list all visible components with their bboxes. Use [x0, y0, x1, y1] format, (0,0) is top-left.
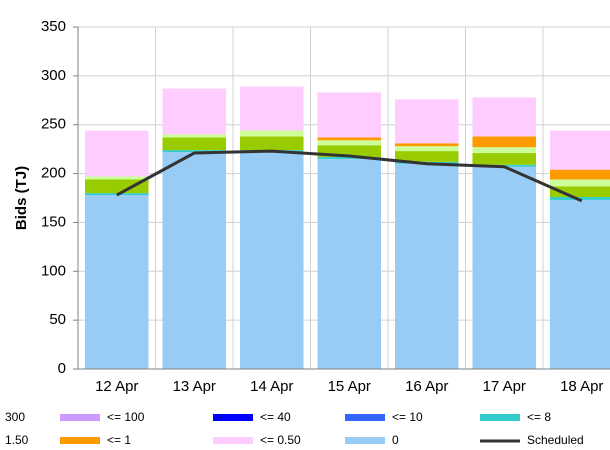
bar-segment — [472, 166, 537, 369]
bar-segment — [162, 152, 227, 369]
legend-label: Scheduled — [527, 433, 584, 447]
bar-segment — [394, 146, 459, 152]
bar-segment — [472, 153, 537, 165]
legend-swatch — [213, 414, 253, 421]
bar-segment — [317, 156, 382, 159]
legend-swatch — [345, 414, 385, 421]
bar-segment — [549, 179, 610, 187]
bar-segment — [549, 130, 610, 170]
bar-segment — [472, 97, 537, 137]
bar-segment — [394, 99, 459, 144]
legend-swatch — [345, 437, 385, 444]
legend-label: <= 100 — [107, 410, 145, 424]
bar-segment — [472, 147, 537, 154]
x-tick-label: 12 Apr — [95, 378, 138, 395]
bar-segment — [317, 145, 382, 157]
bar-segment — [84, 130, 149, 177]
bar-segment — [472, 136, 537, 148]
x-tick-label: 14 Apr — [250, 378, 293, 395]
bar-segment — [317, 137, 382, 141]
bar-segment — [162, 150, 227, 153]
x-tick-label: 15 Apr — [328, 378, 371, 395]
bar-segment — [549, 169, 610, 180]
legend-swatch — [480, 414, 520, 421]
line-series — [116, 149, 583, 203]
y-tick-label: 150 — [41, 213, 66, 230]
bar-segment — [394, 151, 459, 162]
bar-segment — [239, 86, 304, 131]
x-tick-label: 16 Apr — [405, 378, 448, 395]
y-tick-label: 50 — [49, 311, 66, 328]
bar-segment — [162, 88, 227, 135]
x-tick-label: 17 Apr — [483, 378, 526, 395]
x-tick-label: 18 Apr — [560, 378, 603, 395]
bar-segment — [84, 176, 149, 180]
y-axis-label: Bids (TJ) — [13, 166, 30, 230]
y-tick-label: 250 — [41, 116, 66, 133]
bar-segment — [549, 186, 610, 198]
bar-segment — [162, 134, 227, 138]
legend-label: <= 10 — [392, 410, 423, 424]
y-tick-label: 100 — [41, 262, 66, 279]
legend-label: <= 8 — [527, 410, 551, 424]
legend-label: 300 — [5, 410, 25, 424]
bar-segment — [239, 152, 304, 369]
x-tick-label: 13 Apr — [173, 378, 216, 395]
legend-label: <= 40 — [260, 410, 291, 424]
y-tick-label: 350 — [41, 18, 66, 35]
bar-segment — [239, 136, 304, 151]
legend-swatch — [60, 414, 100, 421]
legend-label: 1.50 — [5, 433, 29, 447]
legend-swatch — [213, 437, 253, 444]
bar-segment — [317, 158, 382, 369]
bar-segment — [394, 163, 459, 369]
bar-segment — [549, 197, 610, 200]
bar-segment — [162, 137, 227, 151]
legend-swatch — [60, 437, 100, 444]
bar-segment — [394, 143, 459, 147]
y-tick-label: 300 — [41, 67, 66, 84]
y-tick-label: 0 — [58, 360, 66, 377]
legend-label: 0 — [392, 433, 399, 447]
bar-segment — [84, 195, 149, 369]
bar-segment — [549, 199, 610, 369]
bar-segment — [84, 179, 149, 194]
y-tick-label: 200 — [41, 165, 66, 182]
legend-label: <= 0.50 — [260, 433, 301, 447]
bar-segment — [239, 130, 304, 137]
legend-label: <= 1 — [107, 433, 131, 447]
bar-segment — [317, 140, 382, 146]
bar-segment — [317, 92, 382, 138]
